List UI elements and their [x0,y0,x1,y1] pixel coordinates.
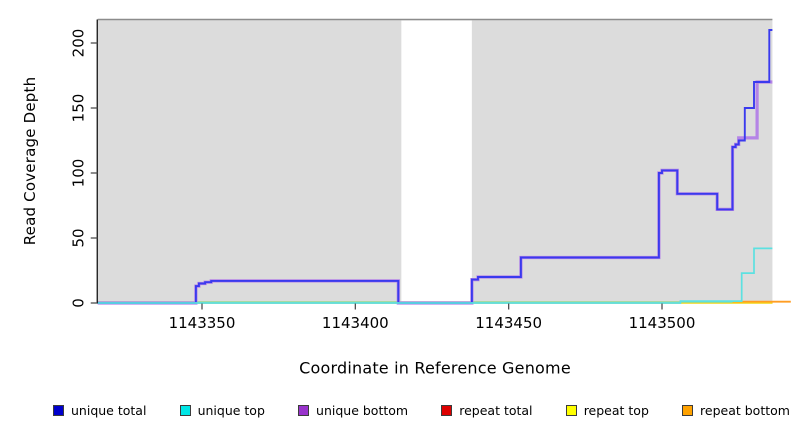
legend-swatch-icon [53,404,64,416]
x-tick-label: 1143450 [475,314,542,332]
legend-swatch-icon [179,404,191,416]
legend-label: unique total [71,402,147,418]
legend-item-repeat-bottom: repeat bottom [682,403,790,418]
legend-label: unique bottom [316,402,409,418]
y-tick-label: 200 [70,29,88,58]
legend-label: repeat total [459,402,533,418]
legend-label: repeat bottom [700,402,790,418]
legend-item-unique-bottom: unique bottom [298,403,408,418]
legend-swatch-icon [565,404,577,416]
legend-item-repeat-top: repeat top [565,402,649,418]
legend-label: repeat top [583,402,649,418]
y-tick-label: 0 [70,298,88,308]
legend-item-unique-top: unique top [179,402,265,418]
series-unique-total [97,29,773,304]
x-tick-label: 1143350 [169,314,236,332]
legend-item-repeat-total: repeat total [441,402,533,418]
y-tick-label: 100 [70,159,88,188]
legend-label: unique top [197,402,265,418]
y-axis-title: Read Coverage Depth [21,76,39,246]
y-tick-label: 150 [70,94,88,123]
y-tick-label: 50 [70,228,88,247]
x-tick-label: 1143500 [629,314,696,332]
series-unique-top [97,247,773,304]
legend: unique total unique top unique bottom repea… [40,398,790,422]
x-axis-title: Coordinate in Reference Genome [299,358,571,378]
legend-swatch-icon [298,404,310,416]
legend-swatch-icon [441,404,453,416]
coverage-gap-band [401,20,472,303]
legend-swatch-icon [682,404,694,416]
x-tick-label: 1143400 [322,314,389,332]
legend-item-unique-total: unique total [53,403,146,418]
